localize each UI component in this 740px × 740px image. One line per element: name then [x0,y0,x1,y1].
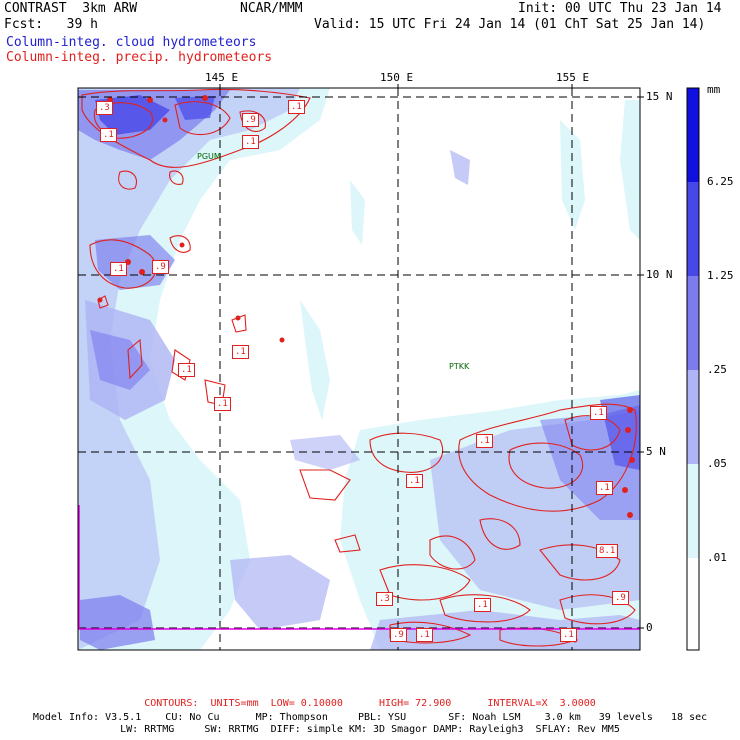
colorbar-unit: mm [707,83,721,96]
forecast-hour: Fcst: 39 h [4,17,98,32]
axis-ticks [219,84,644,629]
colorbar-swatch-2 [687,182,699,276]
map-frame [77,87,641,651]
colorbar-label-0-05: .05 [707,457,727,470]
colorbar-swatch-6 [687,558,699,650]
station-pgum: PGUM [197,152,221,161]
contour-label: .1 [242,135,259,149]
center-title: NCAR/MMM [240,1,303,16]
colorbar-label-0-25: .25 [707,363,727,376]
colorbar-label-0-01: .01 [707,551,727,564]
valid-time: Valid: 15 UTC Fri 24 Jan 14 (01 ChT Sat … [314,17,706,32]
contour-label: .1 [232,345,249,359]
domain-boundary [78,505,640,630]
lat-lon-grid [78,88,640,650]
contour-info: CONTOURS: UNITS=mm LOW= 0.10000 HIGH= 72… [144,698,596,709]
contour-label: .1 [288,100,305,114]
cloud-shading-layer [78,88,640,650]
contour-label: .1 [590,406,607,420]
colorbar [686,87,700,651]
contour-label: .1 [474,598,491,612]
lat-label-5n: 5 N [646,445,666,458]
contour-label: 8.1 [596,544,619,558]
colorbar-swatch-3 [687,276,699,370]
contour-label: .9 [242,113,259,127]
contour-label: .1 [110,262,127,276]
lon-label-150: 150 E [380,71,414,84]
model-info-line2: LW: RRTMG SW: RRTMG DIFF: simple KM: 3D … [120,724,620,735]
lon-label-145: 145 E [205,71,239,84]
contour-label: .1 [100,128,117,142]
precip-contour-layer [81,88,637,647]
contour-label: .3 [376,592,393,606]
contour-label: .1 [596,481,613,495]
contour-label: .3 [96,101,113,115]
contour-label: .1 [214,397,231,411]
lat-label-0: 0 [646,621,653,634]
contour-label: .1 [406,474,423,488]
contour-label: .1 [560,628,577,642]
colorbar-swatch-5 [687,464,699,558]
lat-label-15n: 15 N [646,90,673,103]
colorbar-label-6-25: 6.25 [707,175,734,188]
contour-label: .1 [178,363,195,377]
station-ptkk: PTKK [449,362,470,371]
contour-label: .9 [612,591,629,605]
colorbar-label-1-25: 1.25 [707,269,734,282]
colorbar-swatch-4 [687,370,699,464]
model-title: CONTRAST 3km ARW [4,1,138,16]
init-time: Init: 00 UTC Thu 23 Jan 14 [518,1,722,16]
contour-label: .1 [476,434,493,448]
colorbar-swatch-1 [687,88,699,182]
lat-label-10n: 10 N [646,268,673,281]
contour-label: .9 [152,260,169,274]
model-info-line1: Model Info: V3.5.1 CU: No Cu MP: Thompso… [32,712,708,723]
lon-label-155: 155 E [556,71,590,84]
contour-label: .9 [390,628,407,642]
contour-label: .1 [416,628,433,642]
field-cloud-label: Column-integ. cloud hydrometeors [6,35,257,50]
field-precip-label: Column-integ. precip. hydrometeors [6,50,273,65]
